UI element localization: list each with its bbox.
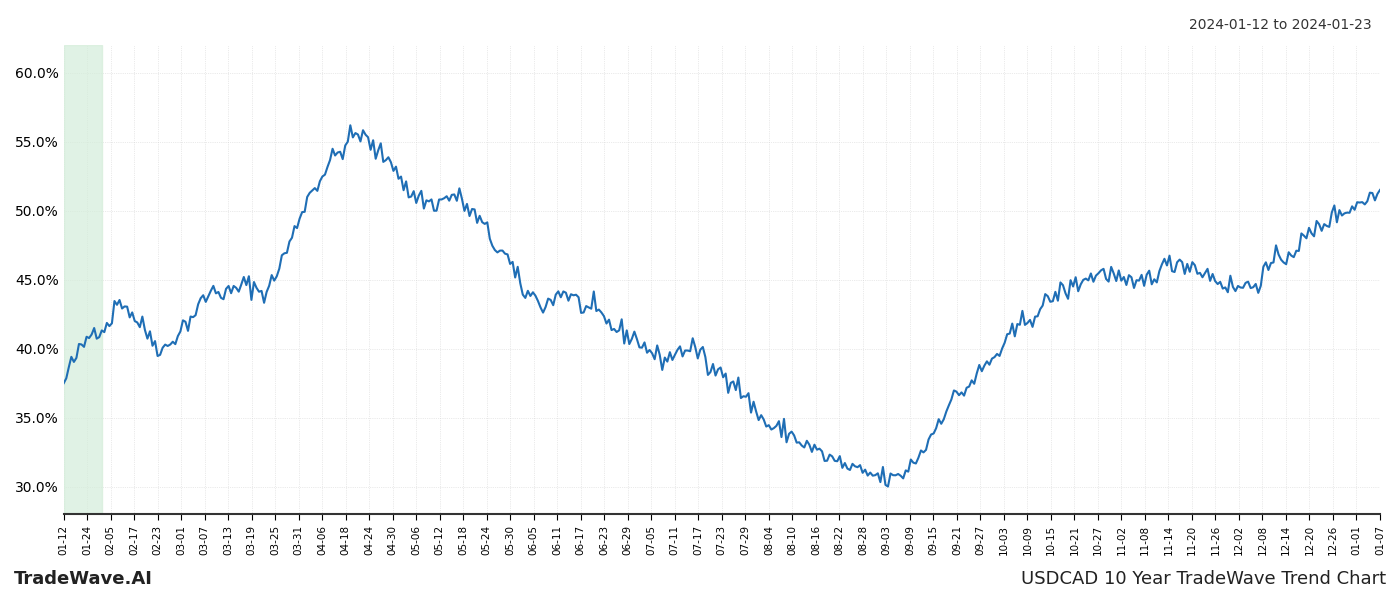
- Text: USDCAD 10 Year TradeWave Trend Chart: USDCAD 10 Year TradeWave Trend Chart: [1021, 570, 1386, 588]
- Text: 2024-01-12 to 2024-01-23: 2024-01-12 to 2024-01-23: [1190, 18, 1372, 32]
- Text: TradeWave.AI: TradeWave.AI: [14, 570, 153, 588]
- Bar: [64, 45, 102, 514]
